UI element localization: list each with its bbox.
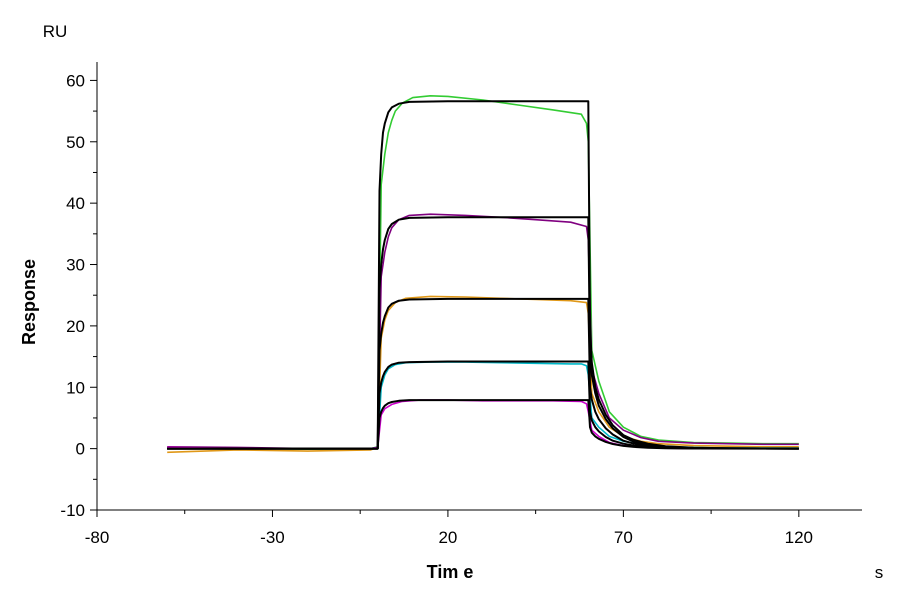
x-tick-label: 120 [785, 528, 813, 547]
x-tick-label: 20 [438, 528, 457, 547]
x-axis-ticks: -80 -30 20 70 120 [85, 510, 813, 547]
sensorgram-line [167, 361, 799, 450]
y-axis-title: Response [19, 259, 39, 345]
x-tick-label: -30 [260, 528, 285, 547]
y-tick-label: 50 [66, 133, 85, 152]
sensorgram-line [167, 213, 799, 450]
y-unit-label: RU [43, 22, 68, 41]
y-tick-label: 30 [66, 256, 85, 275]
y-tick-label: 20 [66, 317, 85, 336]
plot-area [167, 95, 799, 454]
sensorgram-line [167, 95, 799, 450]
sensorgram-line [167, 295, 799, 454]
y-axis-ticks: -10 0 10 20 30 40 50 60 [60, 71, 97, 520]
fit-curve-line [167, 297, 799, 450]
y-tick-label: -10 [60, 501, 85, 520]
fit-curve-line [167, 360, 799, 450]
axes [96, 62, 862, 511]
fit-curve-line [167, 399, 799, 450]
sensorgram-line [167, 399, 799, 450]
y-tick-label: 60 [66, 71, 85, 90]
x-tick-label: 70 [614, 528, 633, 547]
x-unit-label: s [875, 563, 884, 582]
y-tick-label: 10 [66, 378, 85, 397]
y-tick-label: 40 [66, 194, 85, 213]
fit-curve-line [167, 100, 799, 450]
x-axis-title: Tim e [427, 562, 474, 582]
x-tick-label: -80 [85, 528, 110, 547]
fit-curve-line [167, 216, 799, 450]
y-tick-label: 0 [76, 440, 85, 459]
